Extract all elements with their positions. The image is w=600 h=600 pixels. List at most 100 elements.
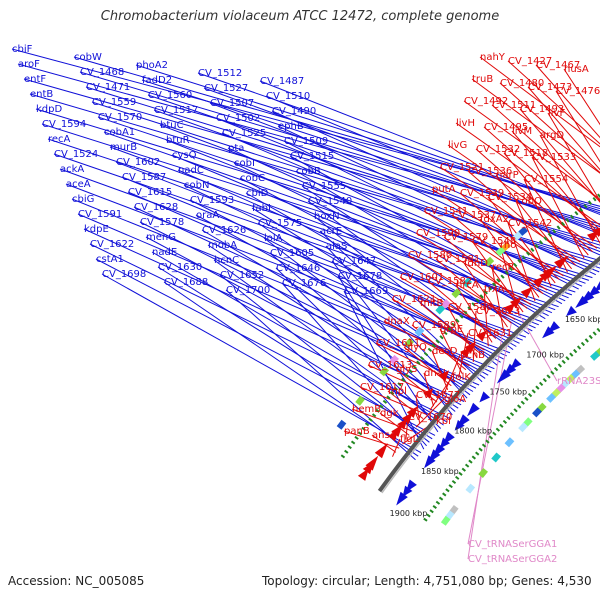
reverse-gene-label[interactable]: CV_1621	[392, 294, 436, 305]
forward-gene-label[interactable]: CV_1593	[190, 195, 234, 206]
forward-gene-label[interactable]: fadD2	[142, 75, 172, 86]
forward-gene-label[interactable]: CV_1525	[222, 128, 266, 139]
reverse-gene-label[interactable]: dnaX	[384, 316, 410, 327]
reverse-gene-label[interactable]: recR	[492, 262, 515, 273]
forward-gene-label[interactable]: pta	[228, 143, 244, 154]
reverse-gene-label[interactable]: mpl	[388, 386, 407, 397]
forward-gene-label[interactable]: murB	[110, 142, 137, 153]
forward-gene-label[interactable]: recA	[48, 134, 71, 145]
forward-gene-label[interactable]: cobA1	[104, 127, 135, 138]
forward-gene-label[interactable]: CV_1678	[338, 271, 382, 282]
rna-gene-label[interactable]: CV_tRNASerGGA2	[468, 554, 557, 565]
forward-gene-label[interactable]: alaS	[326, 241, 347, 252]
forward-gene-label[interactable]: CV_1524	[54, 149, 98, 160]
forward-gene-label[interactable]: CV_1509	[284, 136, 328, 147]
forward-gene-label[interactable]: cbiF	[12, 44, 33, 55]
reverse-gene-label[interactable]: CV_1548	[472, 236, 516, 247]
reverse-gene-label[interactable]: rho	[500, 240, 516, 251]
reverse-gene-label[interactable]: gloA	[444, 394, 466, 405]
reverse-gene-label[interactable]: truB	[472, 74, 493, 85]
reverse-gene-label[interactable]: CV_1542	[508, 218, 552, 229]
reverse-gene-label[interactable]: putA	[432, 184, 456, 195]
forward-gene-label[interactable]: CV_1515	[290, 151, 334, 162]
forward-gene-label[interactable]: fabI	[252, 203, 271, 214]
forward-gene-label[interactable]: aceA	[66, 179, 91, 190]
forward-gene-label[interactable]: CV_1698	[102, 269, 146, 280]
reverse-gene-label[interactable]: CV_1590	[416, 228, 460, 239]
reverse-gene-label[interactable]: desD	[432, 346, 458, 357]
forward-gene-label[interactable]: CV_1560	[148, 90, 192, 101]
forward-gene-label[interactable]: CV_1622	[90, 239, 134, 250]
reverse-gene-label[interactable]: CV_1617	[360, 382, 404, 393]
forward-gene-label[interactable]: lolA	[264, 233, 283, 244]
reverse-gene-label[interactable]: CV_1539	[460, 188, 504, 199]
reverse-gene-label[interactable]: dnaJ	[424, 368, 446, 379]
forward-gene-label[interactable]: CV_1540	[308, 196, 352, 207]
reverse-gene-label[interactable]: hemB	[352, 404, 381, 415]
forward-gene-label[interactable]: CV_1591	[78, 209, 122, 220]
reverse-gene-label[interactable]: mltB	[420, 298, 443, 309]
reverse-gene-label[interactable]: CV_1511	[492, 100, 536, 111]
reverse-gene-label[interactable]: ansA	[372, 430, 397, 441]
reverse-gene-label[interactable]: CV_1611	[376, 338, 420, 349]
forward-gene-label[interactable]: CV_1587	[122, 172, 166, 183]
forward-gene-label[interactable]: cysQ	[172, 150, 197, 161]
forward-gene-label[interactable]: hoxN	[314, 211, 340, 222]
reverse-gene-label[interactable]: CV_1480	[500, 78, 544, 89]
reverse-gene-label[interactable]: CV_1586	[448, 302, 492, 313]
forward-gene-label[interactable]: entF	[24, 74, 46, 85]
forward-gene-label[interactable]: cobW	[74, 52, 102, 63]
reverse-gene-label[interactable]: fdxA2	[480, 214, 509, 225]
forward-gene-label[interactable]: cbiD	[246, 188, 269, 199]
forward-gene-label[interactable]: CV_1646	[276, 263, 320, 274]
forward-gene-label[interactable]: CV_1471	[86, 82, 130, 93]
forward-gene-label[interactable]: CV_1507	[210, 98, 254, 109]
forward-gene-label[interactable]: CV_1688	[164, 277, 208, 288]
reverse-gene-label[interactable]: nusA	[564, 64, 589, 75]
reverse-gene-label[interactable]: livF	[548, 108, 565, 119]
forward-gene-label[interactable]: ephB	[278, 121, 304, 132]
reverse-gene-label[interactable]: kbl	[436, 416, 451, 427]
forward-gene-label[interactable]: cbiG	[72, 194, 94, 205]
forward-gene-label[interactable]: CV_1669	[344, 286, 388, 297]
forward-gene-label[interactable]: cobI	[234, 158, 255, 169]
reverse-gene-label[interactable]: livM	[512, 126, 532, 137]
reverse-gene-label[interactable]: livG	[448, 140, 467, 151]
forward-gene-label[interactable]: btuR	[166, 135, 190, 146]
reverse-gene-label[interactable]: CV_1521	[440, 162, 484, 173]
reverse-gene-label[interactable]: CV_1532	[476, 144, 520, 155]
reverse-gene-label[interactable]: CV_1623	[476, 306, 520, 317]
reverse-gene-label[interactable]: CV_1495	[484, 122, 528, 133]
forward-gene-label[interactable]: CV_1647	[332, 256, 376, 267]
forward-gene-label[interactable]: btuC	[160, 120, 184, 131]
forward-gene-label[interactable]: CV_1527	[204, 83, 248, 94]
forward-gene-label[interactable]: cstA1	[96, 254, 124, 265]
reverse-gene-label[interactable]: CV_1427	[508, 56, 552, 67]
reverse-gene-label[interactable]: livH	[456, 118, 475, 129]
forward-gene-label[interactable]: mobA	[208, 240, 237, 251]
forward-gene-label[interactable]: CV_1700	[226, 285, 270, 296]
reverse-gene-label[interactable]: panB	[344, 426, 370, 437]
reverse-gene-label[interactable]: CV_1493	[520, 104, 564, 115]
forward-gene-label[interactable]: nadC	[178, 165, 204, 176]
reverse-gene-label[interactable]: glyQ	[404, 342, 427, 353]
reverse-gene-label[interactable]: flgL	[400, 434, 419, 445]
forward-gene-label[interactable]: CV_1628	[134, 202, 178, 213]
forward-gene-label[interactable]: acrE	[320, 226, 342, 237]
reverse-gene-label[interactable]: CV_1580	[408, 250, 452, 261]
forward-gene-label[interactable]: CV_1559	[92, 97, 136, 108]
forward-gene-label[interactable]: CV_1570	[98, 112, 142, 123]
forward-gene-label[interactable]: CV_1594	[42, 119, 86, 130]
reverse-gene-label[interactable]: CV_1476	[556, 86, 600, 97]
forward-gene-label[interactable]: hcnC	[214, 255, 239, 266]
forward-gene-label[interactable]: CV_1602	[116, 157, 160, 168]
forward-gene-label[interactable]: CV_1517	[154, 105, 198, 116]
reverse-gene-label[interactable]: CV_1677	[416, 390, 460, 401]
reverse-gene-label[interactable]: trxA	[484, 284, 505, 295]
reverse-gene-label[interactable]: CV_1492	[464, 96, 508, 107]
forward-gene-label[interactable]: CV_1626	[202, 225, 246, 236]
forward-gene-label[interactable]: CV_1615	[128, 187, 172, 198]
rna-gene-label[interactable]: rRNA23S	[557, 376, 600, 387]
reverse-gene-label[interactable]: argD	[540, 130, 564, 141]
reverse-gene-label[interactable]: CV_1581	[436, 254, 480, 265]
